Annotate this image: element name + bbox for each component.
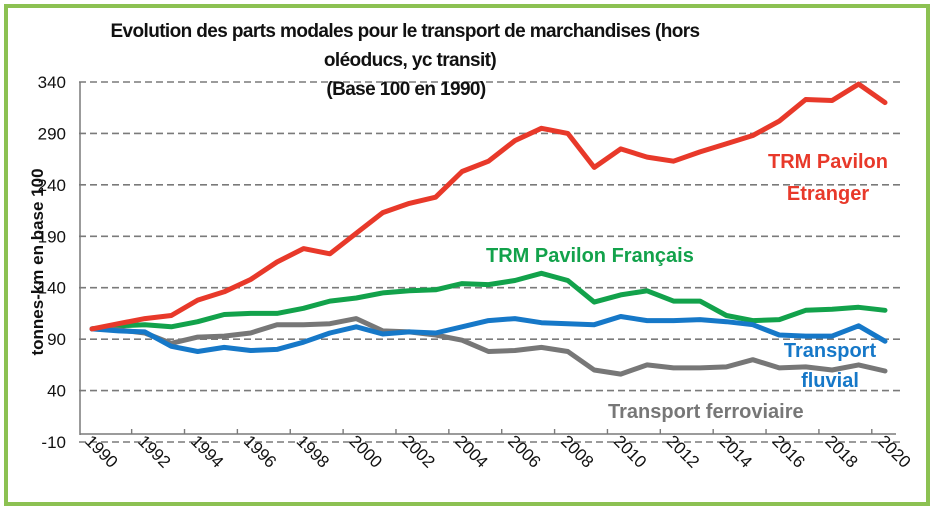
x-tick-label: 1998 — [293, 431, 333, 471]
y-tick-label: 240 — [38, 176, 66, 195]
y-tick-label: 90 — [47, 330, 66, 349]
chart-title-line-3: (Base 100 en 1990) — [326, 79, 486, 100]
y-tick-label: 40 — [47, 382, 66, 401]
chart-frame — [4, 4, 930, 506]
y-tick-labels: -10 40 90 140 190 240 290 340 — [38, 73, 66, 452]
y-tick-label: -10 — [41, 433, 66, 452]
x-tick-label: 1994 — [187, 431, 227, 471]
x-tick-labels: 1990 1992 1994 1996 1998 2000 2002 2004 2006 2008… — [81, 431, 914, 471]
x-tick-label: 2006 — [504, 431, 544, 471]
x-tick-label: 2014 — [716, 431, 756, 471]
series-line-transport-fluvial — [89, 314, 888, 354]
series-labels: TRM Pavilon Etranger TRM Pavilon Français T… — [486, 151, 888, 423]
x-tick-label: 2018 — [821, 431, 861, 471]
series-label-transport-ferroviaire: Transport ferroviaire — [608, 401, 804, 423]
x-tick-label: 2016 — [769, 431, 809, 471]
x-tick-label: 2002 — [398, 431, 438, 471]
series-label-transport-fluvial: Transport — [784, 340, 877, 362]
series-label-trm-pavilon-etranger: TRM Pavilon — [768, 151, 888, 173]
chart-title-line-1: Evolution des parts modales pour le tran… — [110, 21, 699, 42]
chart-title: Evolution des parts modales pour le tran… — [110, 21, 700, 71]
x-tick-label: 2012 — [663, 431, 703, 471]
x-tick-label: 1992 — [134, 431, 174, 471]
x-tick-label: 2004 — [451, 431, 491, 471]
y-tick-label: 340 — [38, 73, 66, 92]
x-tick-label: 1990 — [81, 431, 121, 471]
series-label-transport-fluvial: fluvial — [801, 370, 859, 392]
series-line-trm-pavilon-fran-ais — [89, 270, 888, 332]
chart-title-line-2: oléoducs, yc transit) — [324, 50, 496, 71]
y-axis-label: tonnes-km en base 100 — [28, 168, 47, 355]
x-tick-label: 2010 — [610, 431, 650, 471]
series-lines — [89, 81, 888, 377]
x-tick-label: 2000 — [346, 431, 386, 471]
series-label-trm-pavilon-etranger: Etranger — [787, 183, 869, 205]
gridlines — [79, 81, 902, 443]
series-line-trm-pavilon-etranger — [89, 81, 888, 332]
x-tick-label: 2008 — [557, 431, 597, 471]
y-tick-label: 290 — [38, 124, 66, 143]
x-tick-label: 2020 — [874, 431, 914, 471]
x-tick-label: 1996 — [240, 431, 280, 471]
series-label-trm-pavilon-fran-ais: TRM Pavilon Français — [486, 245, 694, 267]
y-tick-label: 190 — [38, 227, 66, 246]
axes — [79, 82, 896, 435]
series-line-transport-ferroviaire — [89, 316, 888, 377]
y-tick-label: 140 — [38, 279, 66, 298]
